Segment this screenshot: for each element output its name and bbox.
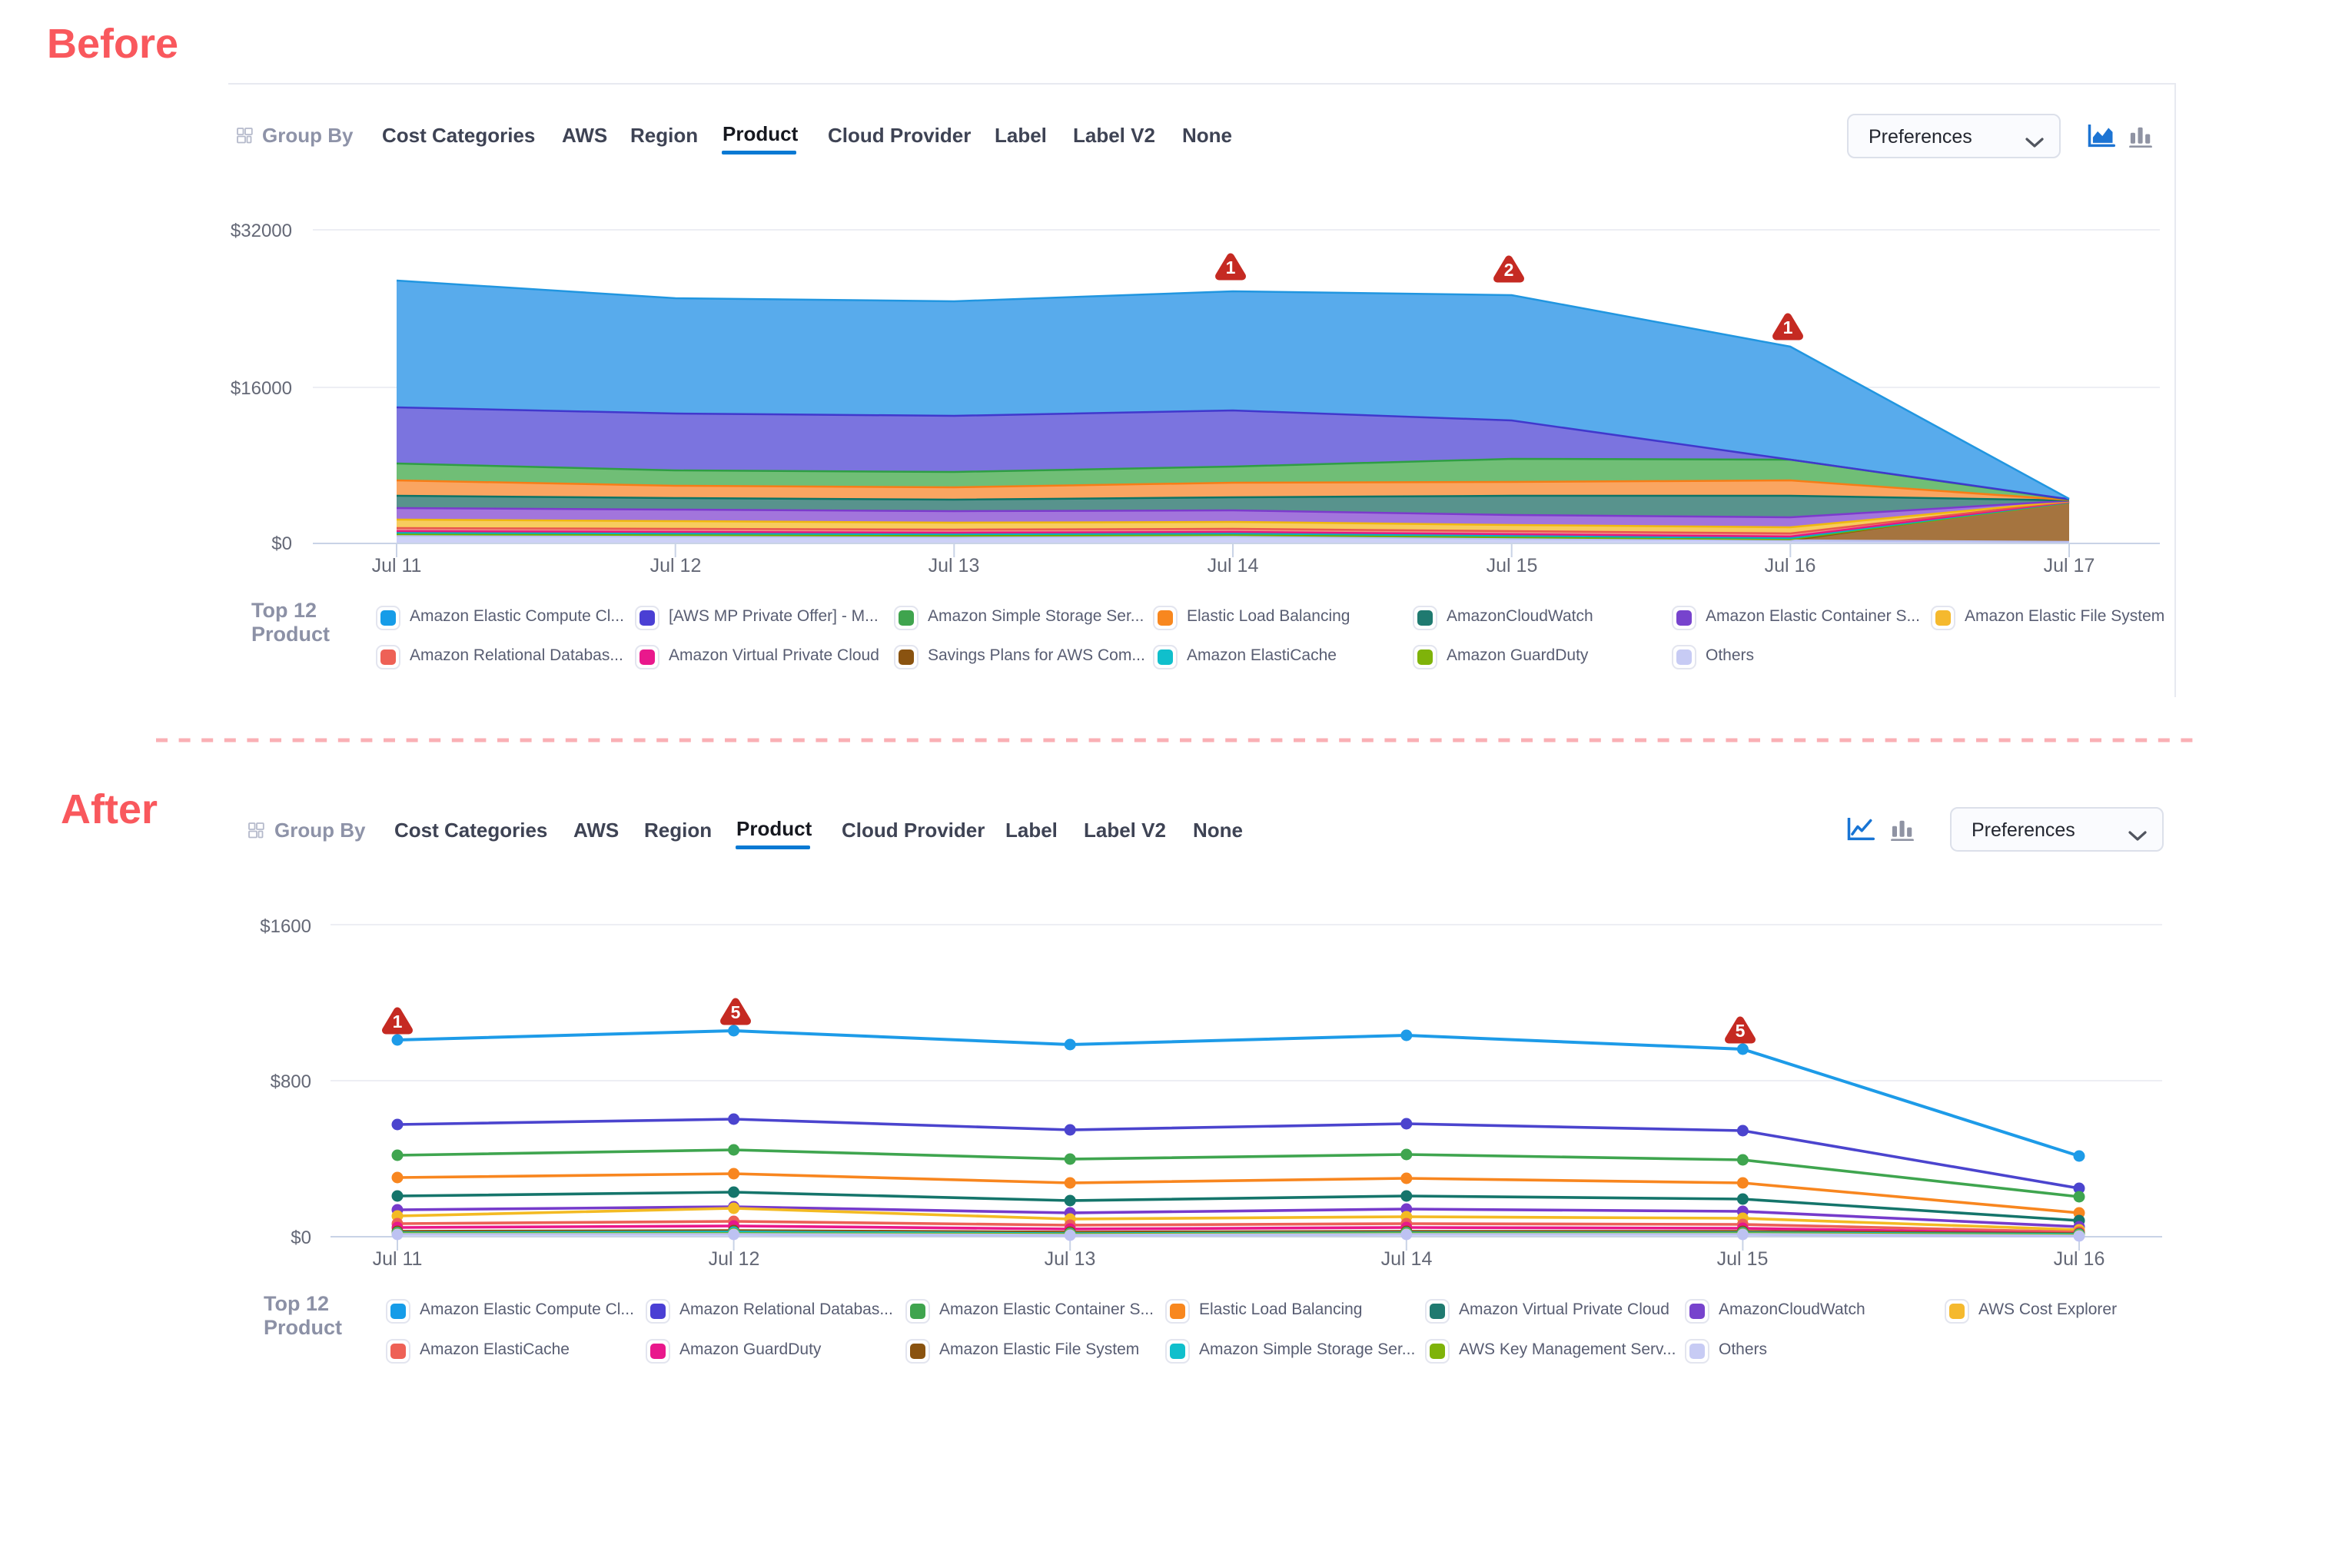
- svg-text:5: 5: [731, 1002, 741, 1022]
- svg-text:1: 1: [393, 1012, 403, 1031]
- svg-text:5: 5: [1736, 1021, 1746, 1041]
- svg-text:1: 1: [1783, 317, 1793, 337]
- svg-text:2: 2: [1504, 260, 1514, 280]
- svg-text:1: 1: [1226, 257, 1236, 277]
